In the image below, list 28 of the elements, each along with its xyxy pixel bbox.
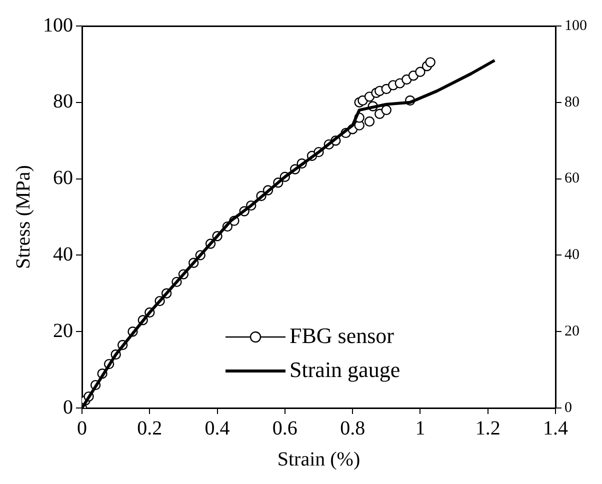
x-tick-label: 1.2 [475,417,500,440]
point [381,104,392,116]
y-tick-label: 20 [53,320,73,342]
y2-tick-label: 20 [564,324,580,340]
x-axis-title: Strain (%) [277,448,360,470]
legend-label: FBG sensor [290,322,395,348]
legend-label: Strain gauge [290,356,400,382]
point [415,66,426,77]
x-tick-label: 0.8 [340,417,366,440]
x-tick-label: 0.6 [272,417,298,440]
y-tick-label: 40 [53,243,73,266]
point [425,57,436,68]
y-tick-label: 100 [43,14,73,36]
y-axis-title: Stress (MPa) [12,165,34,269]
y-tick-label: 60 [53,167,73,190]
y2-tick-label: 60 [564,170,580,187]
point [364,116,375,127]
y2-tick-label: 100 [564,18,587,34]
x-tick-label: 1.4 [543,417,568,440]
y-tick-label: 0 [63,396,73,418]
y-tick-label: 80 [53,90,73,113]
y2-tick-label: 80 [564,94,580,110]
x-tick-label: 0 [77,417,87,440]
x-tick-label: 1 [415,417,426,440]
y2-tick-label: 40 [564,247,580,264]
x-tick-label: 0.2 [137,417,162,440]
x-tick-label: 0.4 [204,417,230,440]
y2-tick-label: 0 [564,400,572,416]
